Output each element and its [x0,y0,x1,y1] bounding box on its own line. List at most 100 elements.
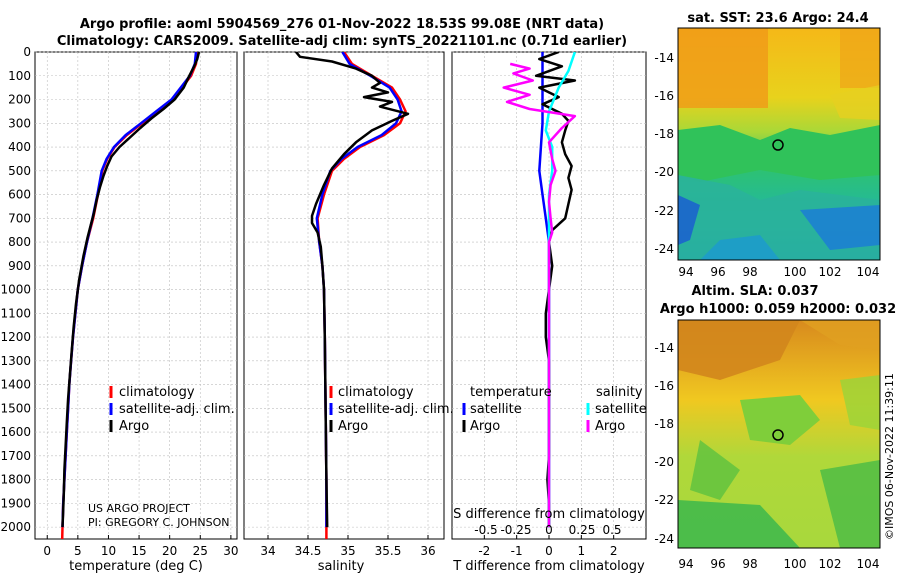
sla-xtick: 102 [819,557,842,571]
sst-ytick: -16 [654,89,674,103]
depth-tick-labels: 0 100 200 300 400 500 600 700 800 900 1000 1100 1200… [0,45,31,534]
sla-xtick: 98 [742,557,757,571]
s-diff-tick-label: -0.5 [474,523,497,537]
x-tick-label: 34 [260,544,275,558]
sla-xtick: 100 [784,557,807,571]
sst-xtick: 104 [857,265,880,279]
depth-tick-label: 300 [8,116,31,130]
depth-tick-label: 2000 [0,520,31,534]
sla-map-frame [677,319,881,549]
sst-ytick: -20 [654,165,674,179]
legend-climatology-label: climatology [338,385,414,400]
depth-tick-label: 500 [8,164,31,178]
sla-xtick: 96 [710,557,725,571]
s-difference-label: S difference from climatology [453,507,645,522]
sst-xtick: 96 [710,265,725,279]
sst-map-yticks: -14 -16 -18 -20 -22 -24 [654,51,674,256]
legend-argo-label: Argo [119,419,149,434]
x-tick-label: 1 [578,544,586,558]
x-tick-label: 36 [420,544,435,558]
sst-xtick: 102 [819,265,842,279]
temperature-panel: 0100200300400500600700800900100011001200… [0,45,238,574]
sla-ytick: -14 [654,341,674,355]
s-diff-tick-label: 0.25 [569,523,596,537]
legend-t-argo-label: Argo [470,419,500,434]
series-line-argo [61,52,201,528]
x-tick-label: 34.5 [295,544,322,558]
depth-tick-label: 200 [8,93,31,107]
difference-legend: temperature salinity satellite Argo sate… [462,385,647,434]
depth-tick-label: 100 [8,69,31,83]
sst-ytick: -24 [654,242,674,256]
depth-tick-label: 1200 [0,330,31,344]
sst-ytick: -14 [654,51,674,65]
legend-salinity-title: salinity [596,385,643,400]
sla-ytick: -18 [654,417,674,431]
legend-temperature-title: temperature [470,385,552,400]
difference-tick-labels: -2 -1 0 1 2 [478,535,617,558]
title-line-2: Climatology: CARS2009. Satellite-adj cli… [57,34,627,49]
temperature-xlabel: temperature (deg C) [69,559,203,574]
sla-map-title-2: Argo h1000: 0.059 h2000: 0.032 [660,302,896,317]
depth-tick-label: 1500 [0,401,31,415]
depth-tick-label: 1000 [0,283,31,297]
temperature-legend: climatology satellite-adj. clim. Argo [109,385,235,434]
salinity-legend: climatology satellite-adj. clim. Argo [329,385,454,434]
sla-ytick: -16 [654,379,674,393]
sst-ytick: -22 [654,204,674,218]
s-difference-tick-labels: -0.5 -0.25 0 0.25 0.5 [474,523,621,537]
title-line-1: Argo profile: aoml 5904569_276 01-Nov-20… [80,17,604,32]
legend-argo-label: Argo [338,419,368,434]
sla-map-title-1: Altim. SLA: 0.037 [692,284,819,299]
depth-tick-label: 700 [8,211,31,225]
legend-satellite-label: satellite-adj. clim. [119,402,235,417]
depth-tick-label: 1600 [0,425,31,439]
x-tick-label: 5 [74,544,82,558]
x-tick-label: 2 [610,544,618,558]
salinity-tick-labels: 34 34.5 35 35.5 36 [260,535,436,558]
temperature-tick-labels: 0 5 10 15 20 25 30 [43,535,239,558]
depth-tick-label: 1900 [0,496,31,510]
sst-map-frame [677,27,881,261]
x-tick-label: 15 [131,544,146,558]
legend-s-satellite-label: satellite [595,402,647,417]
depth-tick-label: 1800 [0,473,31,487]
series-line-s-argo [502,62,577,528]
legend-s-argo-label: Argo [595,419,625,434]
sla-ytick: -24 [654,532,674,546]
x-tick-label: 35.5 [375,544,402,558]
sst-ytick: -18 [654,127,674,141]
sla-map-xticks: 94 96 98 100 102 104 [678,557,879,571]
depth-tick-label: 0 [23,45,31,59]
difference-lines [502,52,577,528]
sst-map-title: sat. SST: 23.6 Argo: 24.4 [687,11,868,26]
sst-xtick: 94 [678,265,693,279]
sla-ytick: -20 [654,455,674,469]
x-tick-label: 0 [545,544,553,558]
depth-tick-label: 1100 [0,306,31,320]
salinity-lines [295,52,410,539]
depth-tick-label: 1700 [0,449,31,463]
depth-tick-label: 1400 [0,378,31,392]
x-tick-label: 20 [162,544,177,558]
temperature-grid [35,51,237,539]
x-tick-label: 30 [223,544,238,558]
depth-tick-label: 400 [8,140,31,154]
imos-credit: ©IMOS 06-Nov-2022 11:39:11 [883,373,896,540]
x-tick-label: 0 [43,544,51,558]
salinity-panel: 34 34.5 35 35.5 36 salinity climatology sate… [243,51,454,574]
sst-map-panel: sat. SST: 23.6 Argo: 24.4 94 96 98 100 1… [654,11,881,279]
sst-map-image [678,28,880,260]
difference-panel: -2 -1 0 1 2 T difference from climatology S … [451,51,647,574]
sla-xtick: 104 [857,557,880,571]
s-diff-tick-label: -0.25 [500,523,531,537]
depth-tick-label: 600 [8,188,31,202]
x-tick-label: 10 [101,544,116,558]
legend-climatology-label: climatology [119,385,195,400]
legend-t-satellite-label: satellite [470,402,522,417]
sst-map-xticks: 94 96 98 100 102 104 [678,265,879,279]
difference-xlabel: T difference from climatology [452,559,645,574]
sst-argo-location-marker [772,139,784,151]
sla-xtick: 94 [678,557,693,571]
